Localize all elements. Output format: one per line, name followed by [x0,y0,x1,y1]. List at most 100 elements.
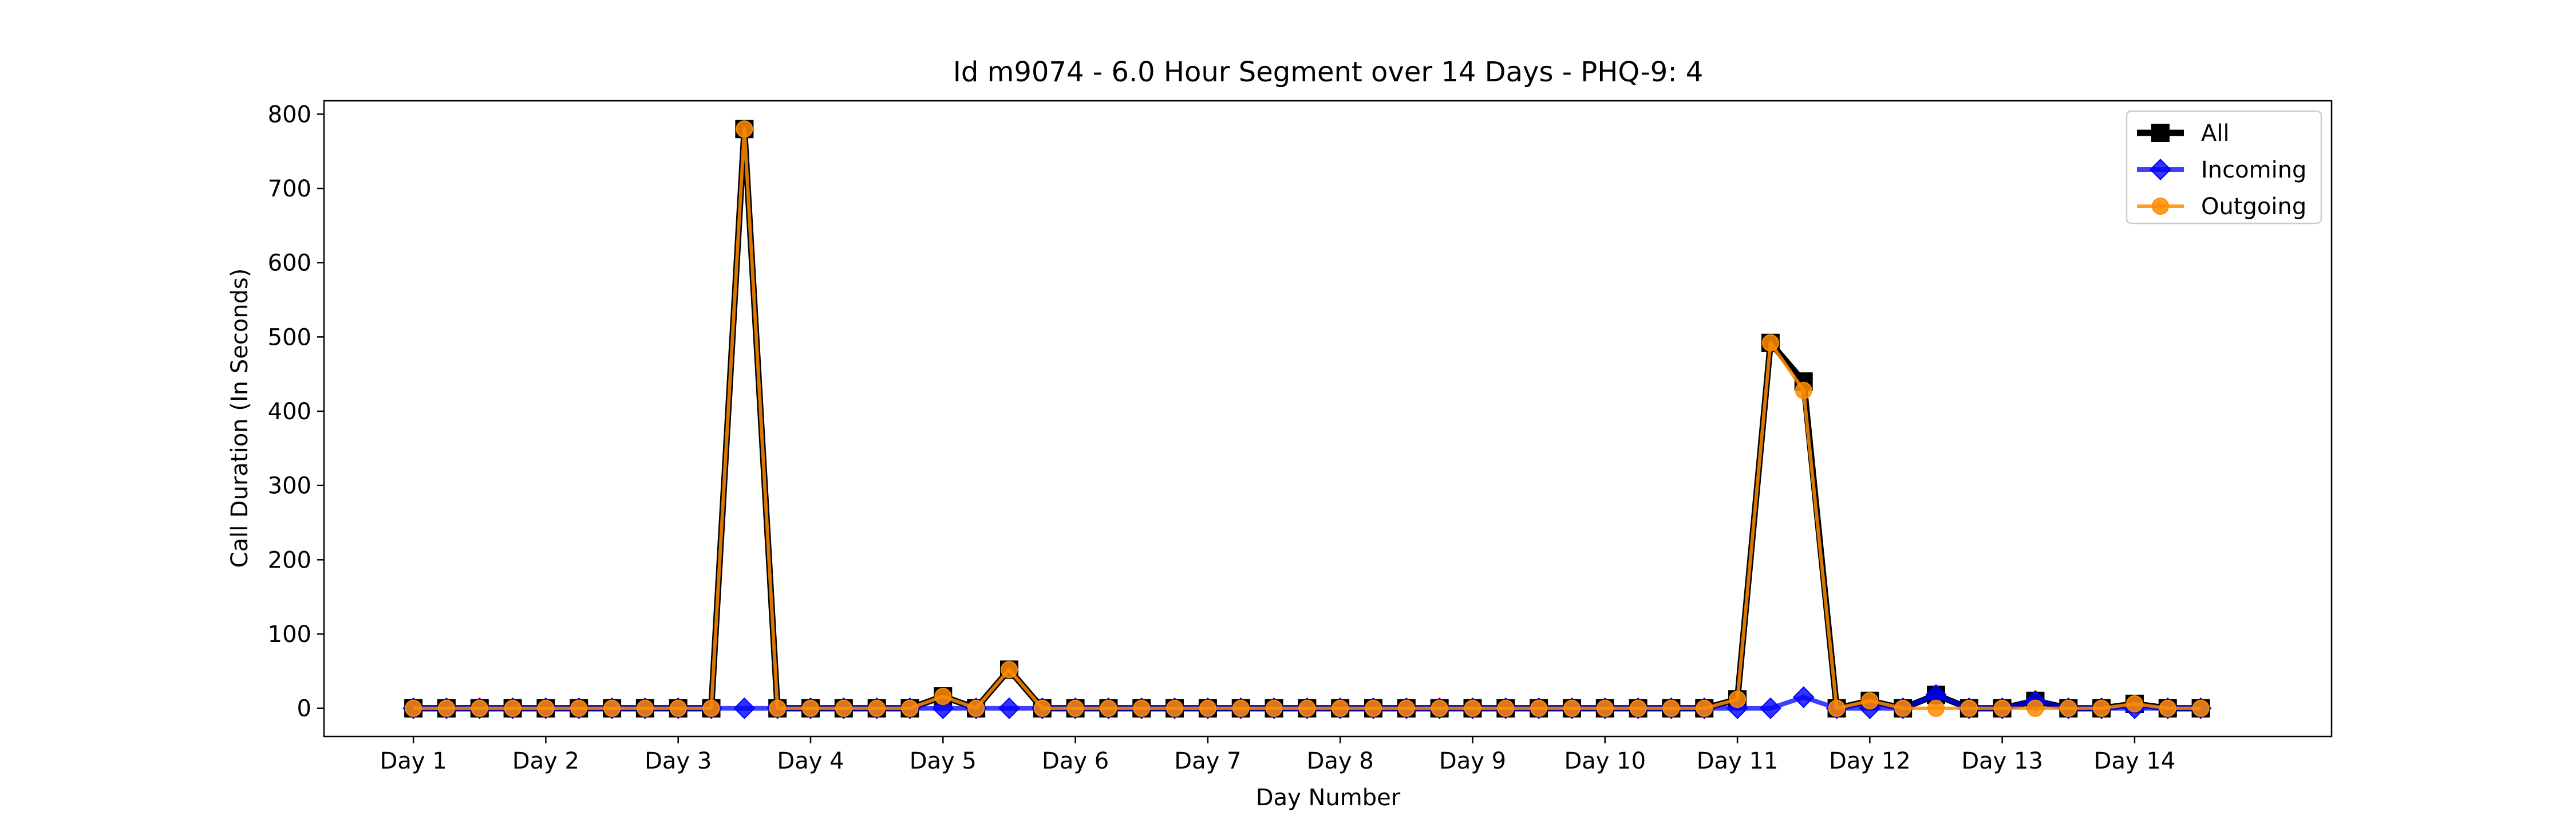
data-point-outgoing [802,699,820,717]
data-point-outgoing [1199,699,1216,717]
plot-area: 0 100 200 300 400 500 600 700 800 Day 1 Day 2 Day 3… [268,100,2333,774]
x-tick-label: Day 10 [1564,748,1646,774]
data-point-outgoing [537,699,555,717]
data-point-outgoing [1927,699,1945,717]
legend-swatch-marker [2151,124,2170,142]
data-point-incoming [1759,697,1781,719]
legend-label: All [2201,120,2230,147]
data-point-outgoing [1464,699,1481,717]
data-point-outgoing [1265,699,1283,717]
data-point-outgoing [1696,699,1713,717]
y-tick-label: 100 [268,621,311,648]
data-point-outgoing [1960,699,1978,717]
x-tick-label: Day 3 [645,748,712,774]
data-point-outgoing [2093,699,2111,717]
data-point-outgoing [437,699,455,717]
data-point-incoming [733,697,756,719]
y-tick-label: 400 [268,399,311,425]
legend-entry-outgoing: Outgoing [2137,194,2306,220]
data-point-outgoing [1729,691,1747,708]
data-point-outgoing [868,699,886,717]
data-point-outgoing [835,699,852,717]
data-point-outgoing [1298,699,1316,717]
data-point-outgoing [1530,699,1548,717]
data-point-outgoing [736,120,753,138]
legend-entry-all: All [2137,120,2230,147]
data-point-outgoing [1894,699,1912,717]
x-tick-label: Day 12 [1829,748,1911,774]
data-point-outgoing [504,699,521,717]
data-point-outgoing [1332,699,1349,717]
y-tick-label: 500 [268,324,311,351]
legend: All Incoming Outgoing [2125,110,2322,225]
data-point-outgoing [1033,699,1051,717]
data-point-incoming [998,697,1020,719]
data-point-outgoing [702,699,720,717]
data-point-outgoing [2159,699,2176,717]
series-outgoing [405,120,2210,717]
x-tick-label: Day 9 [1439,748,1506,774]
x-tick-label: Day 5 [910,748,977,774]
x-axis-label: Day Number [1256,785,1401,811]
legend-frame [2125,110,2322,225]
x-tick-label: Day 13 [1961,748,2043,774]
plot-frame [323,100,2333,738]
x-tick-label: Day 6 [1042,748,1109,774]
data-point-outgoing [1497,699,1515,717]
data-point-outgoing [2192,699,2210,717]
data-point-outgoing [603,699,621,717]
data-point-outgoing [1563,699,1581,717]
data-point-outgoing [1993,699,2011,717]
legend-label: Outgoing [2201,194,2306,220]
legend-swatch-marker [2150,159,2171,180]
data-point-outgoing [967,699,985,717]
data-point-outgoing [1100,699,1117,717]
x-tick-label: Day 4 [777,748,844,774]
y-tick-label: 200 [268,547,311,573]
y-tick-label: 300 [268,473,311,499]
legend-label: Incoming [2201,157,2306,183]
data-point-outgoing [1629,699,1647,717]
data-point-outgoing [1828,699,1846,717]
data-point-outgoing [570,699,588,717]
y-tick-label: 700 [268,176,311,202]
x-tick-label: Day 14 [2094,748,2176,774]
data-point-outgoing [901,699,919,717]
legend-entry-incoming: Incoming [2137,157,2306,183]
x-tick-label: Day 7 [1174,748,1241,774]
data-point-outgoing [1431,699,1448,717]
data-point-outgoing [1000,661,1018,679]
data-point-outgoing [2060,699,2077,717]
data-point-outgoing [471,699,488,717]
x-tick-label: Day 2 [512,748,579,774]
x-tick-label: Day 11 [1697,748,1779,774]
data-point-outgoing [1232,699,1250,717]
data-point-incoming [1792,686,1815,708]
y-axis-label: Call Duration (In Seconds) [227,269,253,568]
data-point-outgoing [1596,699,1614,717]
data-point-outgoing [1861,692,1879,710]
data-point-outgoing [2125,695,2143,712]
data-point-outgoing [1133,699,1151,717]
data-point-outgoing [2026,699,2044,717]
chart-title: Id m9074 - 6.0 Hour Segment over 14 Days… [953,56,1704,88]
data-point-outgoing [1662,699,1680,717]
data-point-outgoing [405,699,422,717]
x-tick-label: Day 1 [380,748,447,774]
data-point-outgoing [1166,699,1184,717]
data-point-outgoing [1761,334,1779,352]
data-point-outgoing [636,699,654,717]
data-point-outgoing [669,699,687,717]
legend-swatch-marker [2152,198,2169,215]
data-point-outgoing [1795,381,1812,399]
y-tick-label: 600 [268,250,311,277]
data-point-outgoing [1066,699,1084,717]
y-tick-label: 800 [268,101,311,128]
x-tick-label: Day 8 [1307,748,1374,774]
data-point-outgoing [934,687,952,705]
data-point-outgoing [769,699,787,717]
y-tick-label: 0 [297,696,311,722]
data-point-outgoing [1365,699,1382,717]
